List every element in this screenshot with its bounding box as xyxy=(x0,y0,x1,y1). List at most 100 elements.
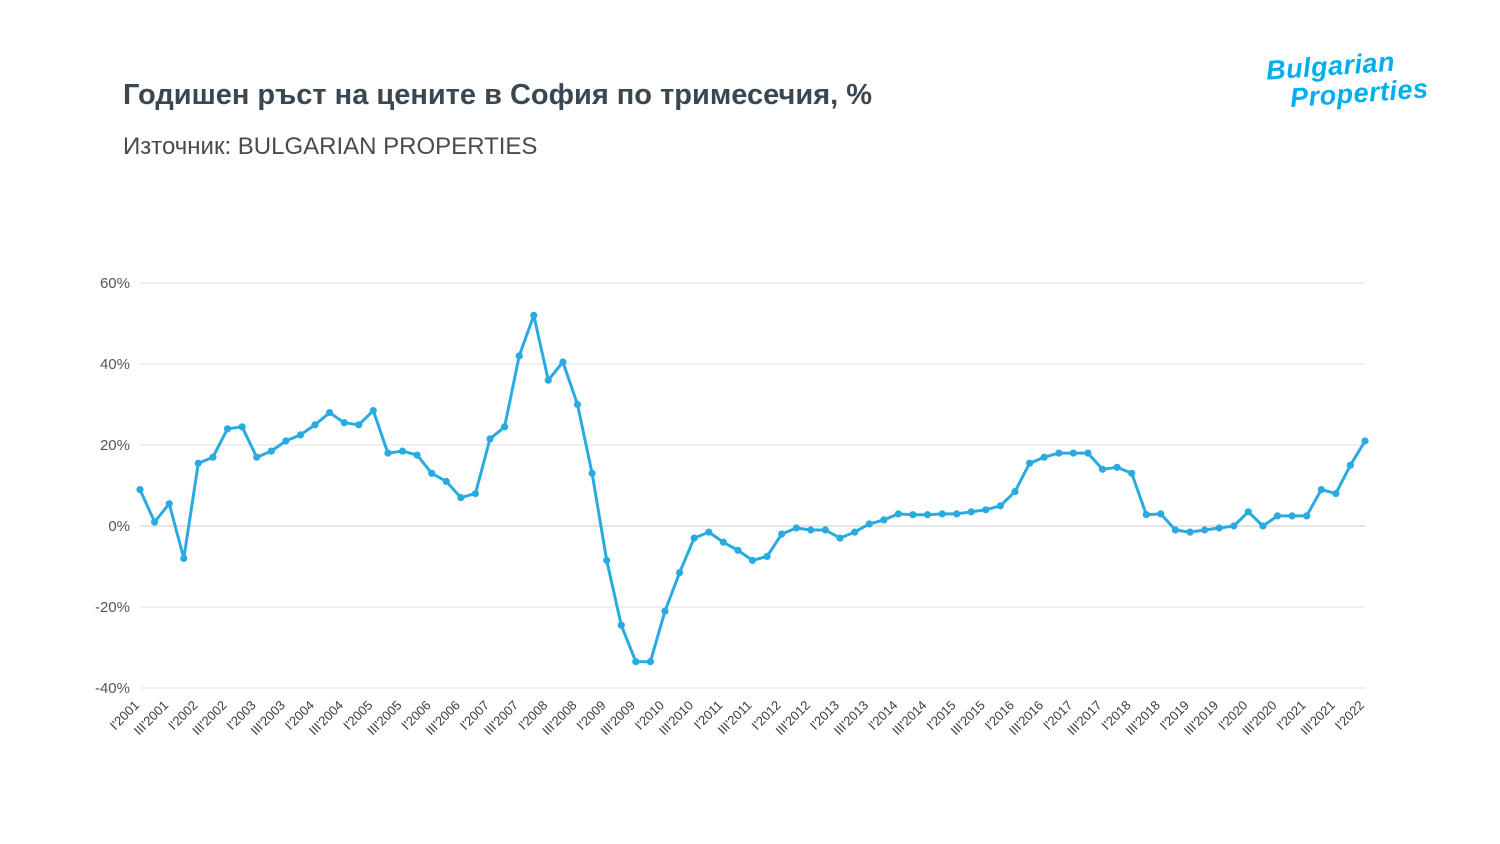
data-point xyxy=(1128,469,1136,477)
data-point xyxy=(1215,524,1223,532)
data-point xyxy=(996,502,1005,510)
data-point xyxy=(807,526,815,534)
data-point xyxy=(880,516,888,524)
data-point xyxy=(1201,526,1209,534)
data-point xyxy=(1026,459,1034,467)
data-point xyxy=(967,508,975,516)
data-point xyxy=(1171,526,1179,534)
data-point xyxy=(1332,490,1340,498)
data-point xyxy=(355,421,363,429)
data-point xyxy=(661,607,669,615)
page-title: Годишен ръст на цените в София по тримес… xyxy=(123,79,873,111)
data-point xyxy=(1098,465,1107,473)
logo-line2: Properties xyxy=(1289,73,1430,113)
y-tick-label: -40% xyxy=(95,680,130,697)
x-axis-labels: I'2001III'2001I'2002III'2002I'2003III'20… xyxy=(107,698,1367,738)
data-point xyxy=(340,419,348,427)
data-point xyxy=(734,546,742,554)
data-point xyxy=(559,358,567,366)
data-point xyxy=(573,400,582,409)
data-point xyxy=(588,469,596,477)
data-point xyxy=(1361,437,1369,445)
data-point xyxy=(953,510,961,518)
data-point xyxy=(223,425,232,433)
data-point xyxy=(865,520,873,528)
data-point xyxy=(690,534,698,542)
data-point xyxy=(515,352,523,360)
data-point xyxy=(1186,528,1194,536)
data-point xyxy=(792,524,800,532)
data-point xyxy=(253,453,261,461)
y-tick-label: 60% xyxy=(100,275,130,292)
data-point xyxy=(1157,510,1165,518)
data-point xyxy=(457,494,465,502)
data-point xyxy=(923,511,932,519)
data-point xyxy=(384,449,392,457)
data-point xyxy=(1303,512,1311,520)
data-point xyxy=(1011,488,1019,496)
data-point xyxy=(1273,512,1282,520)
line-series xyxy=(138,313,1367,664)
y-tick-label: -20% xyxy=(95,599,130,616)
data-point xyxy=(748,556,757,564)
data-point xyxy=(909,511,917,519)
data-point xyxy=(1244,508,1252,516)
data-point xyxy=(267,447,275,455)
data-point xyxy=(763,552,771,560)
data-point xyxy=(530,311,538,319)
data-point xyxy=(1142,511,1150,519)
data-point xyxy=(676,569,684,577)
data-point xyxy=(646,658,655,666)
data-point xyxy=(851,528,859,536)
data-point xyxy=(705,528,713,536)
data-point xyxy=(1055,449,1063,457)
data-point xyxy=(1259,522,1267,530)
data-point xyxy=(282,437,290,445)
data-point xyxy=(209,453,217,461)
chart-header: Годишен ръст на цените в София по тримес… xyxy=(123,78,872,161)
data-point xyxy=(428,469,436,477)
bulgarian-properties-logo: Bulgarian Properties xyxy=(1266,46,1430,113)
data-point xyxy=(1346,461,1354,469)
data-point xyxy=(938,510,946,518)
data-point xyxy=(471,490,479,498)
data-point xyxy=(1317,486,1325,494)
data-point xyxy=(165,500,173,508)
y-tick-label: 40% xyxy=(100,356,130,373)
data-point xyxy=(398,447,407,455)
data-point xyxy=(238,423,246,431)
data-point xyxy=(617,621,625,629)
data-point xyxy=(151,518,159,526)
data-point xyxy=(326,409,334,417)
price-growth-line-chart: -40% -20% 0% 20% 40% 60% I'2001III'2001I'2002I… xyxy=(95,275,1369,738)
gridlines xyxy=(140,282,1365,689)
data-point xyxy=(1069,449,1077,457)
data-point xyxy=(836,534,844,542)
data-point xyxy=(719,538,727,546)
x-tick-label: I'2022 xyxy=(1332,698,1367,733)
y-tick-label: 0% xyxy=(108,518,130,535)
data-point xyxy=(136,486,144,494)
data-point xyxy=(180,554,188,562)
data-point xyxy=(501,423,509,431)
data-point xyxy=(1113,463,1121,471)
data-point xyxy=(486,435,494,443)
chart-source: Източник: BULGARIAN PROPERTIES xyxy=(123,132,538,160)
data-point xyxy=(1084,449,1092,457)
data-point xyxy=(311,421,319,429)
data-point xyxy=(369,407,377,415)
data-point xyxy=(632,658,640,666)
data-point xyxy=(1288,512,1296,520)
data-point xyxy=(194,459,202,467)
data-point xyxy=(894,510,902,518)
data-point xyxy=(442,477,450,485)
data-point xyxy=(544,376,552,384)
data-point xyxy=(296,431,304,439)
data-point xyxy=(982,506,990,514)
data-point xyxy=(1230,522,1238,530)
data-point xyxy=(1040,453,1048,461)
y-axis-labels: -40% -20% 0% 20% 40% 60% xyxy=(95,275,130,697)
data-point xyxy=(413,451,421,459)
data-points xyxy=(136,311,1369,666)
